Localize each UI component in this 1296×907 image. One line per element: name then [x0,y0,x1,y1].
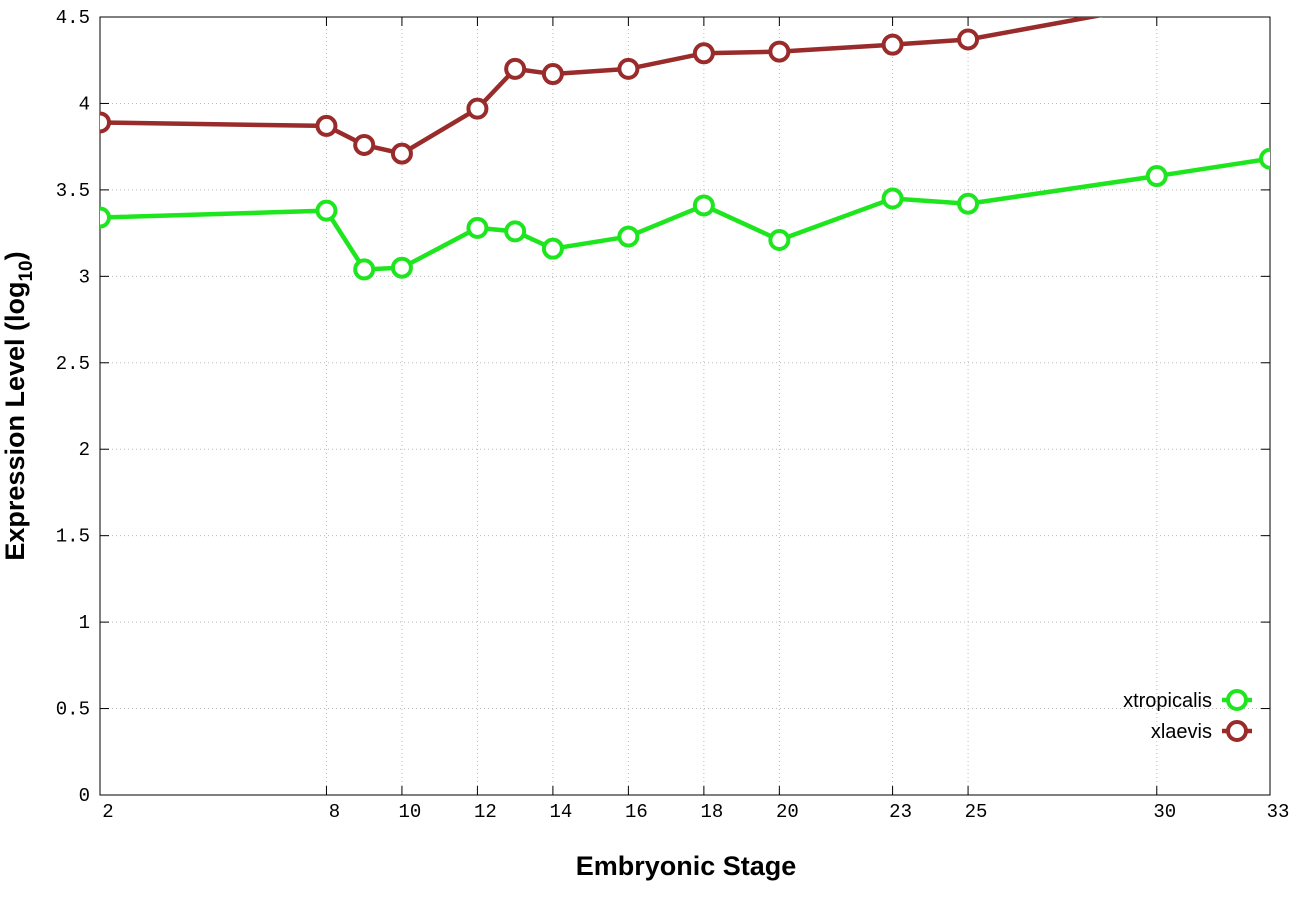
point [617,225,640,248]
y-tick-label: 2 [79,439,90,461]
y-tick-label: 4 [79,93,90,115]
point [504,220,527,243]
point [768,40,791,63]
point [1259,147,1270,170]
legend-label: xtropicalis [1123,690,1212,712]
x-tick-label: 23 [889,801,912,823]
point [881,33,904,56]
point [466,216,489,239]
point [957,28,980,51]
y-tick-label: 0.5 [56,699,90,721]
point [100,111,111,134]
point [504,57,527,80]
point [353,133,376,156]
y-tick-label: 4.5 [56,7,90,29]
point [881,187,904,210]
point [617,57,640,80]
x-tick-label: 18 [700,801,723,823]
point [315,114,338,137]
x-tick-label: 33 [1267,801,1290,823]
plot-area [100,0,1270,281]
y-tick-label: 3 [79,266,90,288]
y-tick-label: 1 [79,612,90,634]
series-line [100,156,1270,272]
x-tick-label: 25 [965,801,988,823]
legend-marker [1226,720,1248,742]
x-tick-label: 12 [474,801,497,823]
legend-marker [1226,689,1248,711]
x-tick-label: 20 [776,801,799,823]
y-label-text: Expression Level (log [0,282,30,561]
point [1148,0,1166,14]
x-tick-label: 30 [1153,801,1176,823]
point [957,192,980,215]
point [541,63,564,86]
y-tick-label: 2.5 [56,353,90,375]
x-tick-label: 2 [102,801,113,823]
point [768,229,791,252]
point [315,199,338,222]
point [353,258,376,281]
y-tick-label: 3.5 [56,180,90,202]
plot-border [99,16,1271,796]
y-label-subscript: 10 [16,260,37,281]
y-tick-label: 1.5 [56,526,90,548]
x-tick-label: 14 [549,801,572,823]
point [541,237,564,260]
y-tick-label: 0 [79,785,90,807]
x-tick-label: 10 [399,801,422,823]
point [1145,165,1168,188]
y-axis-label: Expression Level (log10) [0,251,37,560]
x-axis-label: Embryonic Stage [576,851,797,881]
y-label-suffix: ) [0,251,30,260]
legend-label: xlaevis [1151,721,1212,743]
point [100,206,111,229]
x-tick-label: 8 [329,801,340,823]
point [390,256,413,279]
point [692,42,715,65]
point [466,97,489,120]
x-tick-label: 16 [625,801,648,823]
point [390,142,413,165]
point [692,194,715,217]
